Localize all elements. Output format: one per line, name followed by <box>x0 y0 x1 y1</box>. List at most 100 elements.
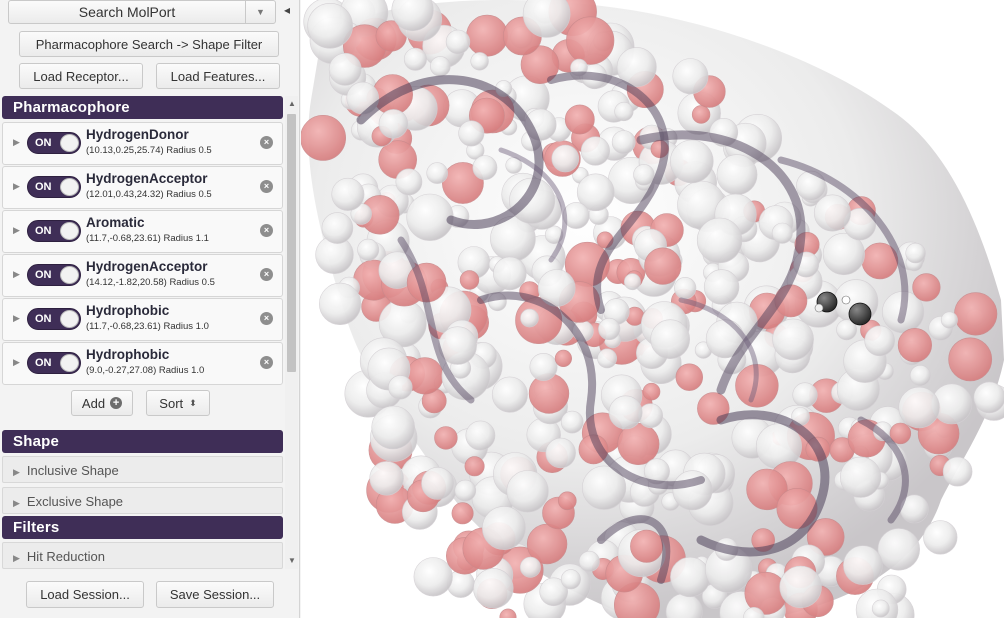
feature-toggle[interactable]: ON <box>27 264 81 286</box>
surface-white-patch <box>391 0 434 32</box>
surface-white-patch <box>378 109 409 139</box>
surface-white-patch <box>470 52 489 71</box>
surface-blobs <box>301 0 1004 618</box>
surface-red-patch <box>806 518 845 556</box>
remove-icon[interactable]: × <box>260 136 273 149</box>
exclusive-shape-row[interactable]: ▶ Exclusive Shape <box>2 487 283 514</box>
add-feature-button[interactable]: Add + <box>71 390 133 416</box>
pharmacophore-shape-filter-button[interactable]: Pharmacophore Search -> Shape Filter <box>19 31 279 57</box>
load-session-button[interactable]: Load Session... <box>26 581 144 608</box>
remove-icon[interactable]: × <box>260 224 273 237</box>
surface-white-patch <box>674 277 697 300</box>
surface-red-patch <box>564 104 595 135</box>
surface-white-patch <box>491 376 528 413</box>
save-session-button[interactable]: Save Session... <box>156 581 274 608</box>
caret-right-icon[interactable]: ▶ <box>13 269 20 279</box>
remove-icon[interactable]: × <box>260 268 273 281</box>
filters-title: Filters <box>13 519 60 536</box>
pharmacophore-header[interactable]: Pharmacophore <box>2 96 283 119</box>
surface-white-patch <box>616 47 657 88</box>
surface-white-patch <box>430 56 451 77</box>
surface-white-patch <box>877 528 920 571</box>
surface-red-patch <box>735 364 779 408</box>
feature-name: HydrogenDonor <box>86 127 189 142</box>
surface-white-patch <box>371 405 415 450</box>
surface-red-patch <box>897 328 933 363</box>
scroll-down-icon[interactable]: ▼ <box>288 556 296 565</box>
feature-row[interactable]: ▶ ON Hydrophobic (11.7,-0.68,23.61) Radi… <box>2 298 283 341</box>
remove-icon[interactable]: × <box>260 312 273 325</box>
feature-toggle[interactable]: ON <box>27 176 81 198</box>
load-features-button[interactable]: Load Features... <box>156 63 280 89</box>
load-receptor-label: Load Receptor... <box>33 68 129 84</box>
scrollbar-thumb[interactable] <box>287 114 296 372</box>
sidebar: Search MolPort ▼ ◂ Pharmacophore Search … <box>0 0 300 618</box>
add-label: Add <box>81 395 106 411</box>
surface-white-patch <box>426 162 448 184</box>
hit-reduction-row[interactable]: ▶ Hit Reduction <box>2 542 283 569</box>
toggle-state: ON <box>35 181 52 193</box>
load-session-label: Load Session... <box>40 587 130 602</box>
feature-row[interactable]: ▶ ON HydrogenDonor (10.13,0.25,25.74) Ra… <box>2 122 283 165</box>
surface-white-patch <box>509 177 556 224</box>
surface-white-patch <box>839 456 882 498</box>
feature-toggle[interactable]: ON <box>27 352 81 374</box>
surface-white-patch <box>357 238 380 261</box>
feature-toggle[interactable]: ON <box>27 132 81 154</box>
search-dropdown-button[interactable]: ▼ <box>245 0 276 24</box>
exclusive-shape-label: Exclusive Shape <box>26 494 124 509</box>
panel-scrollbar[interactable]: ▲ ▼ <box>285 96 298 569</box>
filters-header[interactable]: Filters <box>2 516 283 539</box>
surface-red-patch <box>954 292 998 336</box>
surface-white-patch <box>611 130 636 155</box>
surface-white-patch <box>633 164 655 186</box>
surface-white-patch <box>703 269 740 305</box>
feature-toggle[interactable]: ON <box>27 308 81 330</box>
feature-name: Hydrophobic <box>86 347 170 362</box>
sort-button[interactable]: Sort ⬍ <box>146 390 210 416</box>
feature-row[interactable]: ▶ ON HydrogenAcceptor (12.01,0.43,24.32)… <box>2 166 283 209</box>
ligand-pharmacophore-spheres <box>814 291 872 326</box>
surface-white-patch <box>545 437 576 469</box>
surface-red-patch <box>459 270 480 290</box>
surface-red-patch <box>466 14 509 57</box>
feature-name: HydrogenAcceptor <box>86 171 208 186</box>
caret-right-icon[interactable]: ▶ <box>13 181 20 191</box>
surface-white-patch <box>454 479 477 502</box>
toggle-state: ON <box>35 313 52 325</box>
feature-toggle[interactable]: ON <box>27 220 81 242</box>
caret-right-icon[interactable]: ▶ <box>13 225 20 235</box>
shape-header[interactable]: Shape <box>2 430 283 453</box>
remove-icon[interactable]: × <box>260 356 273 369</box>
scroll-up-icon[interactable]: ▲ <box>288 99 296 108</box>
feature-row[interactable]: ▶ ON Hydrophobic (9.0,-0.27,27.08) Radiu… <box>2 342 283 385</box>
surface-red-patch <box>520 45 560 84</box>
surface-white-patch <box>560 410 584 434</box>
surface-red-patch <box>617 422 660 465</box>
surface-white-patch <box>898 386 940 429</box>
surface-white-patch <box>576 173 615 212</box>
caret-right-icon[interactable]: ▶ <box>13 313 20 323</box>
molecule-viewer-canvas[interactable] <box>301 0 1004 618</box>
surface-white-patch <box>598 317 621 341</box>
toggle-state: ON <box>35 225 52 237</box>
load-receptor-button[interactable]: Load Receptor... <box>19 63 143 89</box>
surface-white-patch <box>614 101 634 122</box>
plus-circle-icon: + <box>110 397 123 409</box>
shape-title: Shape <box>13 433 60 450</box>
caret-right-icon[interactable]: ▶ <box>13 137 20 147</box>
surface-red-patch <box>889 422 912 445</box>
remove-icon[interactable]: × <box>260 180 273 193</box>
feature-row[interactable]: ▶ ON Aromatic (11.7,-0.68,23.61) Radius … <box>2 210 283 253</box>
search-molport-button[interactable]: Search MolPort <box>8 0 246 24</box>
surface-white-patch <box>458 120 485 147</box>
protein-surface-render <box>301 0 1004 618</box>
caret-right-icon: ▶ <box>13 553 20 563</box>
chevron-left-icon[interactable]: ◂ <box>284 3 291 17</box>
feature-row[interactable]: ▶ ON HydrogenAcceptor (14.12,-1.82,20.58… <box>2 254 283 297</box>
surface-white-patch <box>529 352 558 381</box>
inclusive-shape-row[interactable]: ▶ Inclusive Shape <box>2 456 283 483</box>
surface-white-patch <box>520 308 539 328</box>
caret-right-icon[interactable]: ▶ <box>13 357 20 367</box>
surface-white-patch <box>772 318 814 361</box>
